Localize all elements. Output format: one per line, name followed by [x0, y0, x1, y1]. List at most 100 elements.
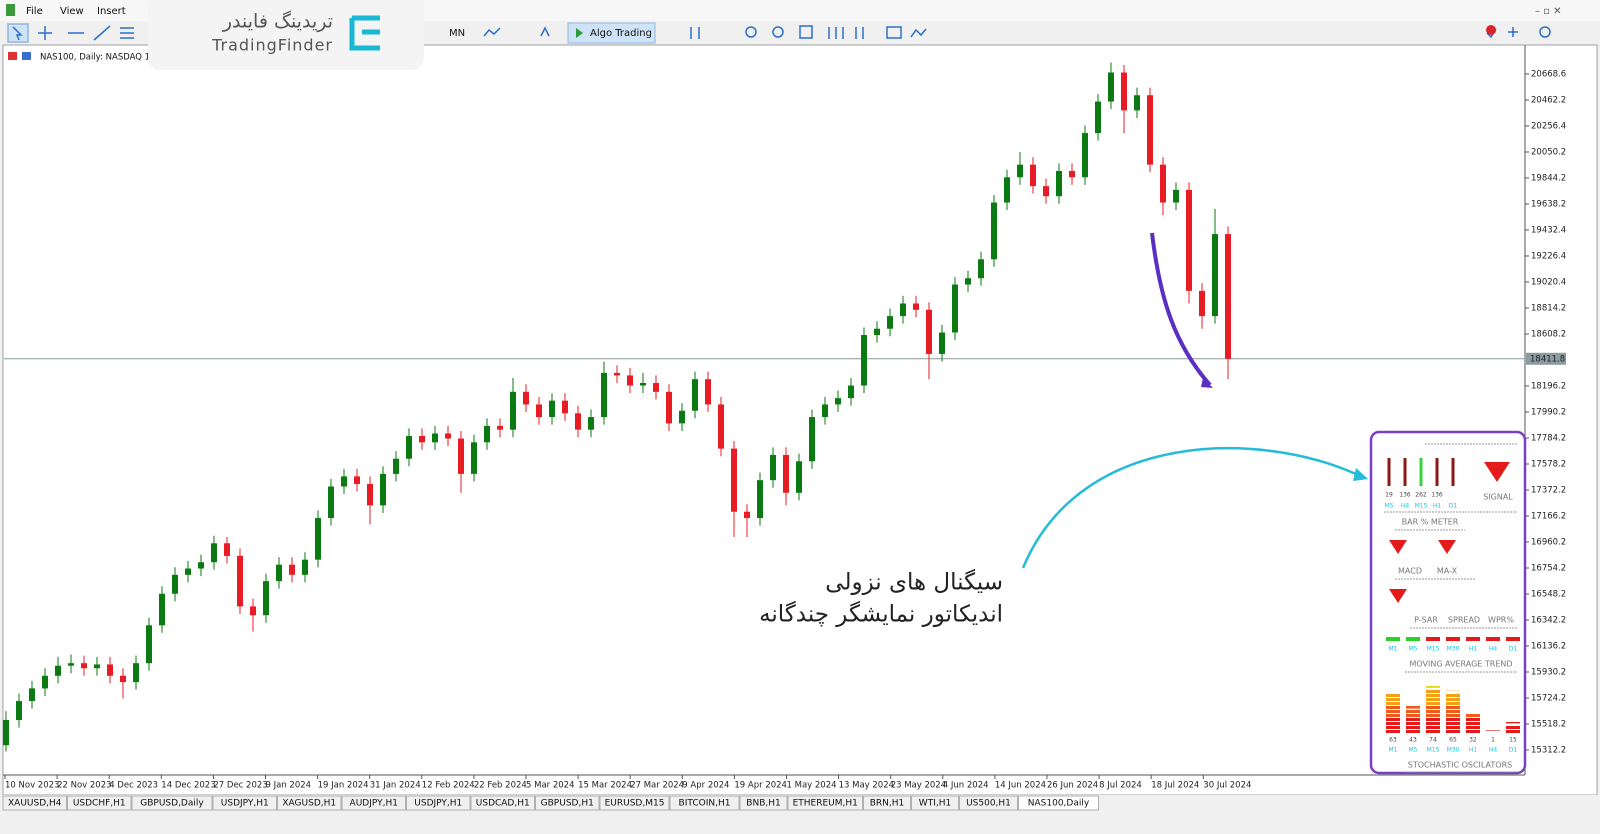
- tab[interactable]: [212, 795, 277, 811]
- toolbar-icons[interactable]: [7, 23, 1551, 43]
- candle-body: [1121, 72, 1127, 111]
- candle-body: [783, 454, 789, 493]
- tab-label[interactable]: AUDJPY,H1: [350, 799, 398, 809]
- stochastic-block: [1426, 710, 1440, 713]
- stochastic-bar: [1386, 694, 1400, 733]
- stochastic-value: 65: [1449, 737, 1457, 744]
- tab-label[interactable]: NAS100,Daily: [1028, 799, 1090, 809]
- tab[interactable]: [739, 795, 788, 811]
- tab[interactable]: [277, 795, 342, 811]
- candle-body: [16, 701, 22, 720]
- candle-body: [224, 543, 230, 556]
- y-tick-label: 17990.2: [1531, 407, 1566, 417]
- tab-label[interactable]: BRN,H1: [870, 799, 905, 809]
- tab-label[interactable]: USDJPY,H1: [221, 799, 269, 809]
- tab[interactable]: [1018, 795, 1099, 811]
- notification-badge[interactable]: [1486, 25, 1496, 35]
- tab[interactable]: [787, 795, 863, 811]
- candle-body: [3, 719, 9, 746]
- wpr-label: WPR%: [1488, 616, 1514, 625]
- stochastic-block: [1386, 730, 1400, 733]
- candle-body: [1095, 101, 1101, 134]
- tab-label[interactable]: USDCHF,H1: [73, 799, 126, 809]
- x-tick-label: 22 Nov 2023: [57, 781, 111, 791]
- period-mn[interactable]: MN: [449, 28, 465, 39]
- tab[interactable]: [2, 795, 67, 811]
- stochastic-block: [1446, 706, 1460, 709]
- ma-dash: [1406, 637, 1420, 641]
- tab-label[interactable]: USDCAD,H1: [476, 799, 530, 809]
- tab-label[interactable]: BNB,H1: [746, 799, 780, 809]
- tab-label[interactable]: XAGUSD,H1: [282, 799, 336, 809]
- candle-body: [68, 663, 74, 666]
- tab-label[interactable]: EURUSD,M15: [605, 799, 665, 809]
- candle-body: [705, 379, 711, 405]
- candle-body: [458, 438, 464, 474]
- tab-label[interactable]: GBPUSD,H1: [541, 799, 594, 809]
- candle-body: [1134, 95, 1140, 111]
- y-tick-label: 16136.2: [1531, 641, 1566, 651]
- pointer-arrow: [1021, 447, 1359, 569]
- stochastic-timeframe: H1: [1469, 747, 1478, 754]
- algo-label[interactable]: Algo Trading: [590, 28, 652, 39]
- menu-insert[interactable]: Insert: [97, 6, 126, 17]
- y-tick-label: 15724.2: [1531, 693, 1566, 703]
- tab[interactable]: [406, 795, 471, 811]
- tab[interactable]: [341, 795, 406, 811]
- tab[interactable]: [535, 795, 600, 811]
- stochastic-block: [1386, 702, 1400, 705]
- tab-label[interactable]: ETHEREUM,H1: [793, 799, 858, 809]
- tab-label[interactable]: XAUUSD,H4: [8, 799, 62, 809]
- stochastic-block: [1386, 714, 1400, 717]
- meter-timeframe: M5: [1385, 503, 1394, 510]
- tab-label[interactable]: GBPUSD,Daily: [140, 799, 204, 809]
- stochastic-block: [1446, 714, 1460, 717]
- tab[interactable]: [863, 795, 911, 811]
- ma-timeframe: M15: [1427, 646, 1440, 653]
- tab[interactable]: [959, 795, 1018, 811]
- x-tick-label: 27 Mar 2024: [630, 781, 684, 791]
- ma-timeframe: M5: [1409, 646, 1418, 653]
- tab[interactable]: [911, 795, 959, 811]
- stochastic-bar: [1446, 690, 1460, 733]
- x-tick-label: 18 Jul 2024: [1151, 781, 1199, 791]
- x-tick-label: 4 Dec 2023: [109, 781, 158, 791]
- tab-label[interactable]: BITCOIN,H1: [679, 799, 731, 809]
- candle-body: [913, 303, 919, 310]
- tab-label[interactable]: WTI,H1: [919, 799, 951, 809]
- stochastic-timeframe: M30: [1447, 747, 1460, 754]
- ma-dash: [1426, 637, 1440, 641]
- stochastic-block: [1406, 710, 1420, 713]
- stochastic-block: [1406, 706, 1420, 709]
- tab-label[interactable]: US500,H1: [966, 799, 1011, 809]
- meter-value: 136: [1431, 492, 1443, 499]
- panel-content: SIGNAL BAR % METER MACD MA-X P-SAR SPREA…: [1384, 443, 1520, 773]
- tab[interactable]: [599, 795, 670, 811]
- candle-body: [926, 309, 932, 354]
- tab-label[interactable]: USDJPY,H1: [414, 799, 462, 809]
- candle-body: [1212, 234, 1218, 317]
- stochastic-block: [1446, 730, 1460, 733]
- candle-body: [744, 511, 750, 519]
- tab[interactable]: [131, 795, 213, 811]
- candle-body: [848, 385, 854, 399]
- y-tick-label: 19432.4: [1531, 225, 1566, 235]
- menu-file[interactable]: File: [26, 6, 43, 17]
- annotation-line-2: اندیکاتور نمایشگر چندگانه: [759, 601, 1003, 628]
- stochastic-timeframe: M1: [1389, 747, 1398, 754]
- menu-view[interactable]: View: [60, 6, 84, 17]
- window-controls[interactable]: – ▫ ✕: [1535, 6, 1562, 17]
- algo-button[interactable]: [567, 22, 656, 44]
- tab[interactable]: [470, 795, 535, 811]
- x-tick-label: 15 Mar 2024: [578, 781, 632, 791]
- tab[interactable]: [669, 795, 740, 811]
- y-tick-label: 17784.2: [1531, 433, 1566, 443]
- stochastic-timeframe: M15: [1427, 747, 1440, 754]
- y-tick-label: 20462.2: [1531, 96, 1566, 106]
- candle-body: [978, 259, 984, 279]
- tab[interactable]: [67, 795, 132, 811]
- stochastic-block: [1426, 718, 1440, 721]
- ma-dash: [1386, 637, 1400, 641]
- stochastic-block: [1426, 726, 1440, 729]
- stochastic-value: 15: [1509, 737, 1517, 744]
